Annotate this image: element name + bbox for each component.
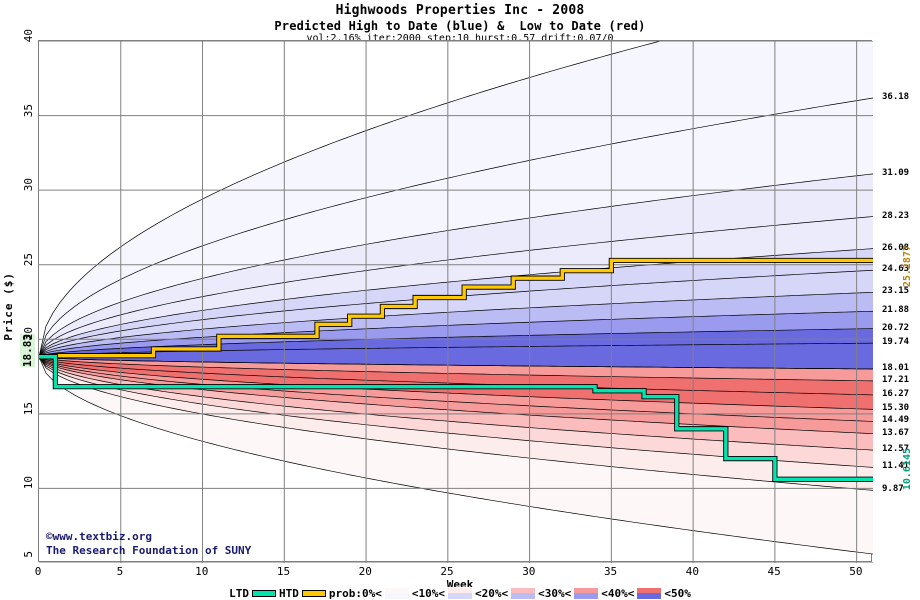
- x-tick-35: 35: [603, 565, 618, 578]
- credits-text: ©www.textbiz.org The Research Foundation…: [46, 530, 252, 557]
- right-label-14-49: 14.49: [882, 415, 910, 426]
- chart-parameters: vol:2.16% iter:2000 step:10 hurst:0.57 d…: [306, 33, 614, 44]
- y-axis-label: Price ($): [2, 272, 15, 341]
- right-label-26-08: 26.08: [882, 242, 910, 253]
- red-band-1: [39, 356, 873, 395]
- legend-swatch-band-5: [636, 586, 663, 600]
- contour-line-20: [39, 356, 873, 555]
- legend-swatch-band-4: [573, 586, 600, 600]
- ltd-end-value-label: 10.6145: [902, 448, 913, 491]
- right-label-19-74: 19.74: [882, 337, 910, 348]
- right-label-9-87: 9.87: [882, 484, 904, 495]
- contour-line-11: [39, 356, 873, 370]
- chart-canvas: [39, 41, 873, 563]
- blue-band-2: [39, 173, 873, 357]
- red-band-6: [39, 356, 873, 468]
- contour-line-19: [39, 356, 873, 491]
- legend-swatch-ltd: [252, 589, 276, 597]
- contour-line-6: [39, 291, 873, 358]
- right-label-15-30: 15.30: [882, 403, 910, 414]
- right-label-31-09: 31.09: [882, 167, 910, 178]
- legend-label-band-3: <30%<: [538, 586, 572, 600]
- x-tick-20: 20: [358, 565, 372, 578]
- htd-end-value-label: 25.2877: [902, 245, 913, 288]
- red-band-5: [39, 356, 873, 451]
- series-ltd-line: [39, 355, 873, 481]
- right-label-16-27: 16.27: [882, 388, 910, 399]
- blue-band-4: [39, 248, 873, 357]
- chart-legend: LTD HTD prob:0%< <10%< <20%< <30%< <40%< <50…: [0, 586, 920, 600]
- chart-title: Highwoods Properties Inc - 2008: [335, 3, 585, 18]
- x-tick-45: 45: [767, 565, 781, 578]
- contour-line-13: [39, 356, 873, 396]
- legend-label-band-4: <40%<: [601, 586, 635, 600]
- legend-swatch-band-3: [510, 586, 537, 600]
- y-tick-5: 5: [22, 551, 35, 558]
- legend-swatch-band-2: [446, 586, 473, 600]
- red-band-8: [39, 356, 873, 555]
- contour-line-14: [39, 356, 873, 410]
- red-band-4: [39, 356, 873, 434]
- right-label-13-67: 13.67: [882, 427, 910, 438]
- x-tick-40: 40: [685, 565, 699, 578]
- blue-band-6: [39, 292, 873, 357]
- y-tick-15: 15: [22, 401, 35, 416]
- y-tick-40: 40: [22, 29, 35, 43]
- x-tick-10: 10: [195, 565, 209, 578]
- contour-line-1: [39, 97, 873, 357]
- legend-swatch-band-1: [383, 586, 410, 600]
- plot-area: [38, 40, 873, 563]
- x-tick-50: 50: [849, 565, 863, 578]
- legend-probability-bands: <10%< <20%< <30%< <40%< <50%: [382, 586, 691, 600]
- contour-line-3: [39, 216, 873, 357]
- right-label-11-41: 11.41: [882, 461, 910, 472]
- blue-band-0: [39, 41, 873, 357]
- right-label-28-23: 28.23: [882, 210, 910, 221]
- x-tick-30: 30: [522, 565, 536, 578]
- legend-label-htd: HTD: [279, 586, 299, 600]
- right-label-24-63: 24.63: [882, 264, 910, 275]
- right-label-20-72: 20.72: [882, 322, 910, 333]
- right-label-12-57: 12.57: [882, 444, 910, 455]
- legend-label-ltd: LTD: [229, 586, 249, 600]
- x-tick-25: 25: [440, 565, 454, 578]
- right-label-18-01: 18.01: [882, 362, 910, 373]
- right-label-36-18: 36.18: [882, 91, 910, 102]
- right-label-23-15: 23.15: [882, 286, 910, 297]
- y-tick-35: 35: [22, 103, 35, 117]
- x-tick-0: 0: [34, 565, 42, 578]
- blue-band-1: [39, 97, 873, 357]
- blue-band-7: [39, 311, 873, 357]
- legend-swatch-htd: [301, 589, 326, 597]
- right-label-17-21: 17.21: [882, 374, 910, 385]
- contour-line-17: [39, 356, 873, 451]
- right-label-21-88: 21.88: [882, 305, 910, 316]
- contour-line-12: [39, 356, 873, 382]
- legend-label-band-1: <10%<: [411, 586, 445, 600]
- x-tick-5: 5: [116, 565, 124, 578]
- y-tick-25: 25: [22, 252, 35, 266]
- contour-line-0: [39, 41, 662, 357]
- contour-line-15: [39, 356, 873, 422]
- blue-band-3: [39, 216, 873, 357]
- contour-line-8: [39, 328, 873, 358]
- y-tick-30: 30: [22, 178, 35, 192]
- y-tick-10: 10: [22, 476, 35, 490]
- chart-subtitle: Predicted High to Date (blue) & Low to D…: [274, 19, 646, 33]
- series-htd-line: [39, 258, 873, 359]
- blue-band-5: [39, 270, 873, 357]
- legend-label-band-5: <50%: [664, 586, 691, 600]
- red-band-3: [39, 356, 873, 422]
- y-tick-20: 20: [22, 327, 35, 341]
- red-band-7: [39, 356, 873, 491]
- blue-band-8: [39, 328, 873, 357]
- legend-item-ltd[interactable]: LTD: [229, 587, 279, 600]
- legend-item-prob: prob:0%<: [329, 587, 382, 600]
- x-tick-15: 15: [276, 565, 291, 578]
- legend-label-band-2: <20%<: [474, 586, 509, 600]
- legend-item-htd[interactable]: HTD: [279, 587, 329, 600]
- legend-label-prob: prob:0%<: [328, 586, 382, 600]
